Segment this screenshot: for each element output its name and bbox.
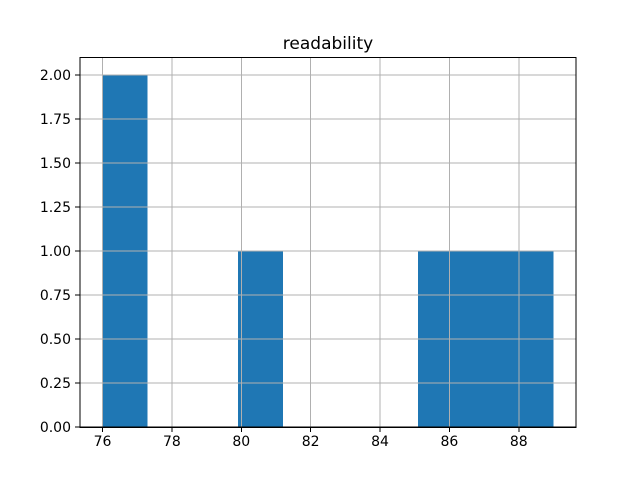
chart-title: readability xyxy=(283,34,373,54)
y-tick-label: 1.75 xyxy=(40,112,71,128)
y-tick-label: 1.00 xyxy=(40,244,71,260)
x-tick-label: 80 xyxy=(232,434,250,450)
x-tick-label: 78 xyxy=(163,434,181,450)
x-tick-label: 86 xyxy=(440,434,458,450)
y-tick-label: 1.25 xyxy=(40,200,71,216)
x-tick-label: 82 xyxy=(302,434,320,450)
x-tick-label: 84 xyxy=(371,434,389,450)
y-tick-label: 0.00 xyxy=(40,420,71,436)
y-tick-label: 0.25 xyxy=(40,376,71,392)
x-tick-label: 76 xyxy=(94,434,112,450)
y-tick-label: 0.50 xyxy=(40,332,71,348)
y-tick-label: 1.50 xyxy=(40,156,71,172)
axes-spines xyxy=(79,56,577,428)
y-tick-label: 0.75 xyxy=(40,288,71,304)
y-tick-label: 2.00 xyxy=(40,68,71,84)
x-tick-label: 88 xyxy=(510,434,528,450)
